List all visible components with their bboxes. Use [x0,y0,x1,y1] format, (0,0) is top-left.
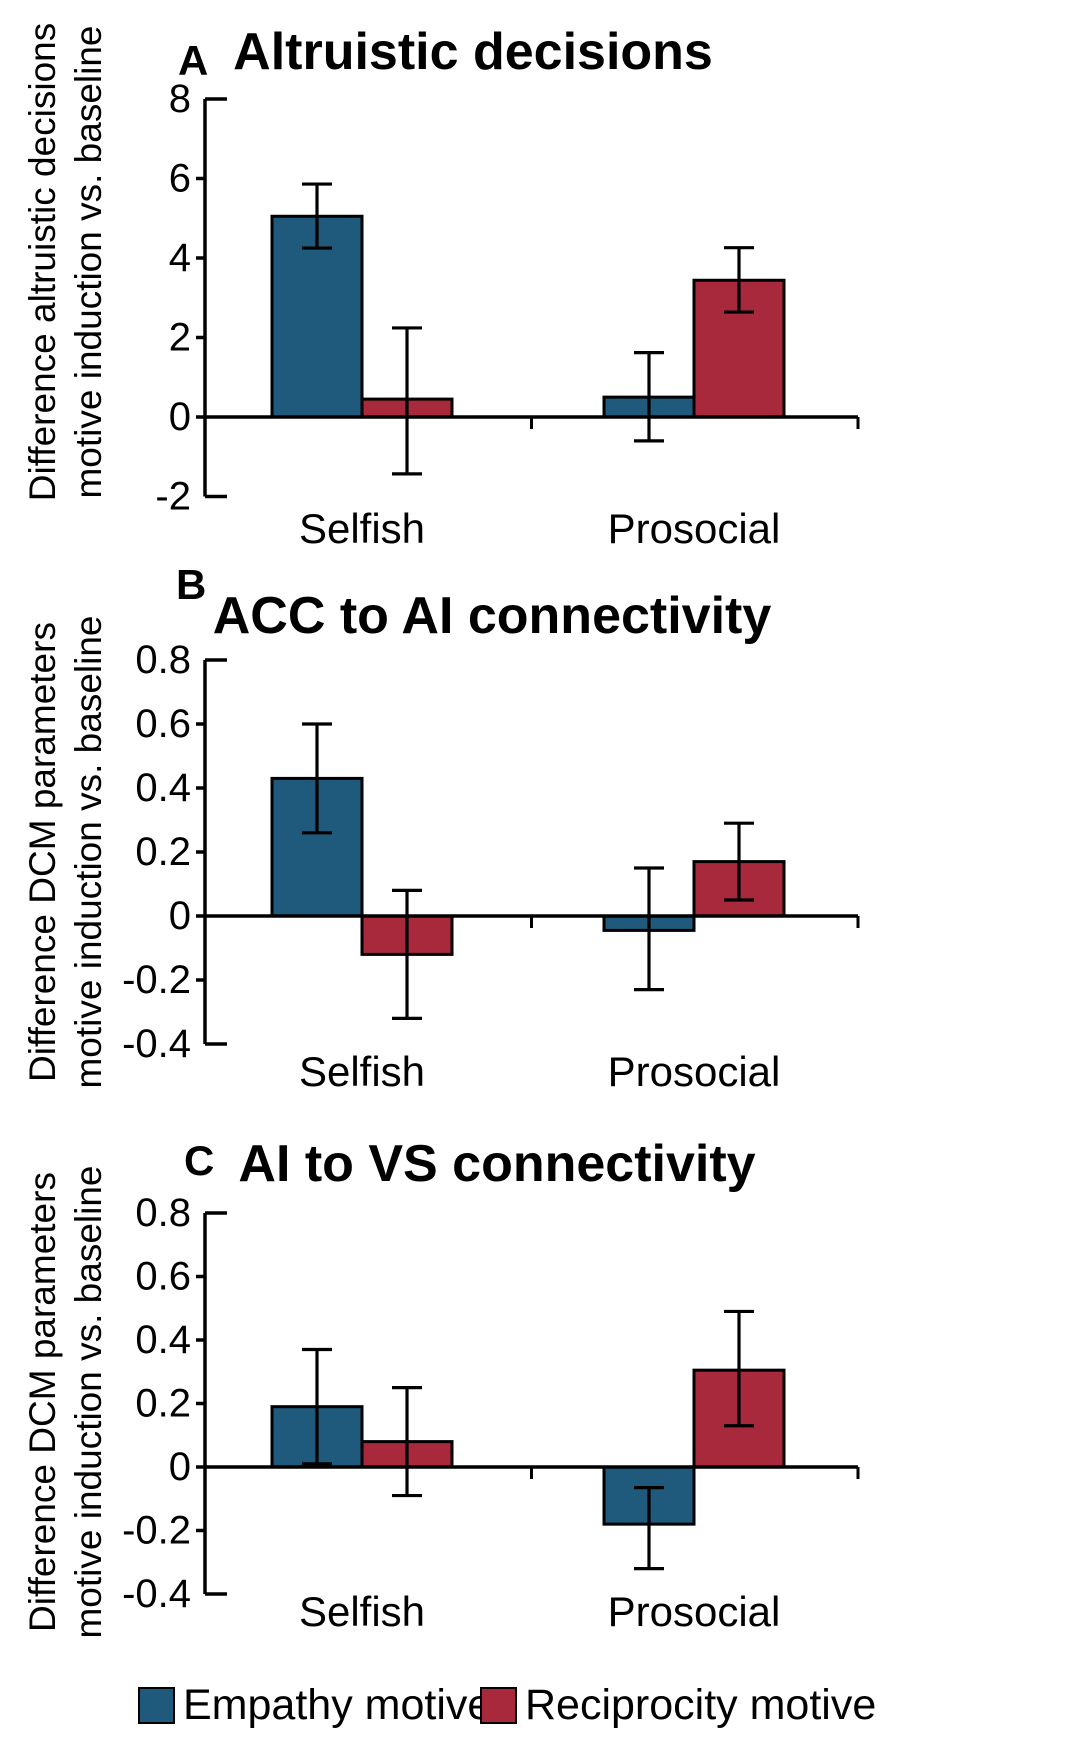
empathy-swatch-icon [138,1687,175,1724]
panel-b-ylabel-line2: motive induction vs. baseline [68,615,109,1089]
y-tick-label: 8 [169,77,191,121]
error-bar-empathy-prosocial [634,351,664,443]
panel-c-title: AI to VS connectivity [238,1135,756,1193]
error-bar-reciprocity-selfish [392,888,422,1021]
panel-a-ylabel-line1: Difference altruistic decisions [22,22,63,502]
error-bar-empathy-prosocial [634,1486,664,1571]
panel-b-plot: 0.8 0.6 0.4 0.2 0 -0.2 -0.4 Selfish Prosocial [122,638,860,1095]
y-tick-label: -0.2 [122,958,191,1002]
bar-empathy-selfish [270,214,364,419]
category-label-selfish: Selfish [299,1588,425,1635]
y-tick-label: -2 [155,475,191,519]
y-tick-label: 0.6 [135,702,191,746]
panel-a-letter: A [178,37,209,84]
y-tick-label: -0.2 [122,1509,191,1553]
legend-item-empathy: Empathy motive [138,1684,491,1727]
error-bar-reciprocity-prosocial [724,1309,754,1428]
y-tick-label: 0.4 [135,766,191,810]
category-label-prosocial: Prosocial [608,1048,781,1095]
error-bar-empathy-selfish [302,182,332,250]
error-bar-empathy-prosocial [634,866,664,992]
y-tick-label: 6 [169,157,191,201]
category-label-prosocial: Prosocial [608,505,781,552]
category-label-prosocial: Prosocial [608,1588,781,1635]
y-tick-label: 0 [169,395,191,439]
panel-c-ylabel-line2: motive induction vs. baseline [68,1165,109,1639]
category-label-selfish: Selfish [299,1048,425,1095]
panel-a-ylabel-line2: motive induction vs. baseline [68,25,109,499]
panel-b-title: ACC to AI connectivity [212,587,772,645]
y-tick-label: -0.4 [122,1022,191,1066]
y-tick-label: 0.2 [135,1382,191,1426]
panel-a-title: Altruistic decisions [233,23,713,81]
error-bar-reciprocity-selfish [392,1386,422,1498]
y-tick-label: 0.8 [135,1191,191,1235]
y-tick-label: 2 [169,316,191,360]
y-tick-label: 0 [169,1445,191,1489]
y-tick-label: 4 [169,236,191,280]
error-bar-empathy-selfish [302,722,332,835]
category-label-selfish: Selfish [299,505,425,552]
panel-a-ylabel: Difference altruistic decisions motive i… [20,23,112,501]
panel-a-plot: 8 6 4 2 0 -2 Selfish Prosocial [155,77,860,552]
panel-b-letter: B [176,561,207,608]
panel-c-letter: C [184,1137,215,1184]
error-bar-empathy-selfish [302,1347,332,1466]
reciprocity-swatch-icon [480,1687,517,1724]
error-bar-reciprocity-prosocial [724,246,754,314]
error-bar-reciprocity-prosocial [724,821,754,902]
y-tick-label: 0.2 [135,830,191,874]
y-tick-label: 0.6 [135,1255,191,1299]
y-tick-label: 0.4 [135,1318,191,1362]
legend-label-empathy: Empathy motive [183,1681,492,1729]
panel-b-ylabel: Difference DCM parameters motive inducti… [20,615,112,1088]
panel-b-ylabel-line1: Difference DCM parameters [22,622,63,1082]
panel-c-ylabel: Difference DCM parameters motive inducti… [20,1165,112,1638]
error-bar-reciprocity-selfish [392,326,422,476]
panel-c-plot: 0.8 0.6 0.4 0.2 0 -0.2 -0.4 Selfish Prosocial [122,1191,860,1635]
y-tick-label: 0.8 [135,638,191,682]
legend-item-reciprocity: Reciprocity motive [480,1684,876,1727]
panel-c-ylabel-line1: Difference DCM parameters [22,1172,63,1632]
y-tick-label: 0 [169,894,191,938]
legend-label-reciprocity: Reciprocity motive [525,1681,877,1729]
y-tick-label: -0.4 [122,1572,191,1616]
